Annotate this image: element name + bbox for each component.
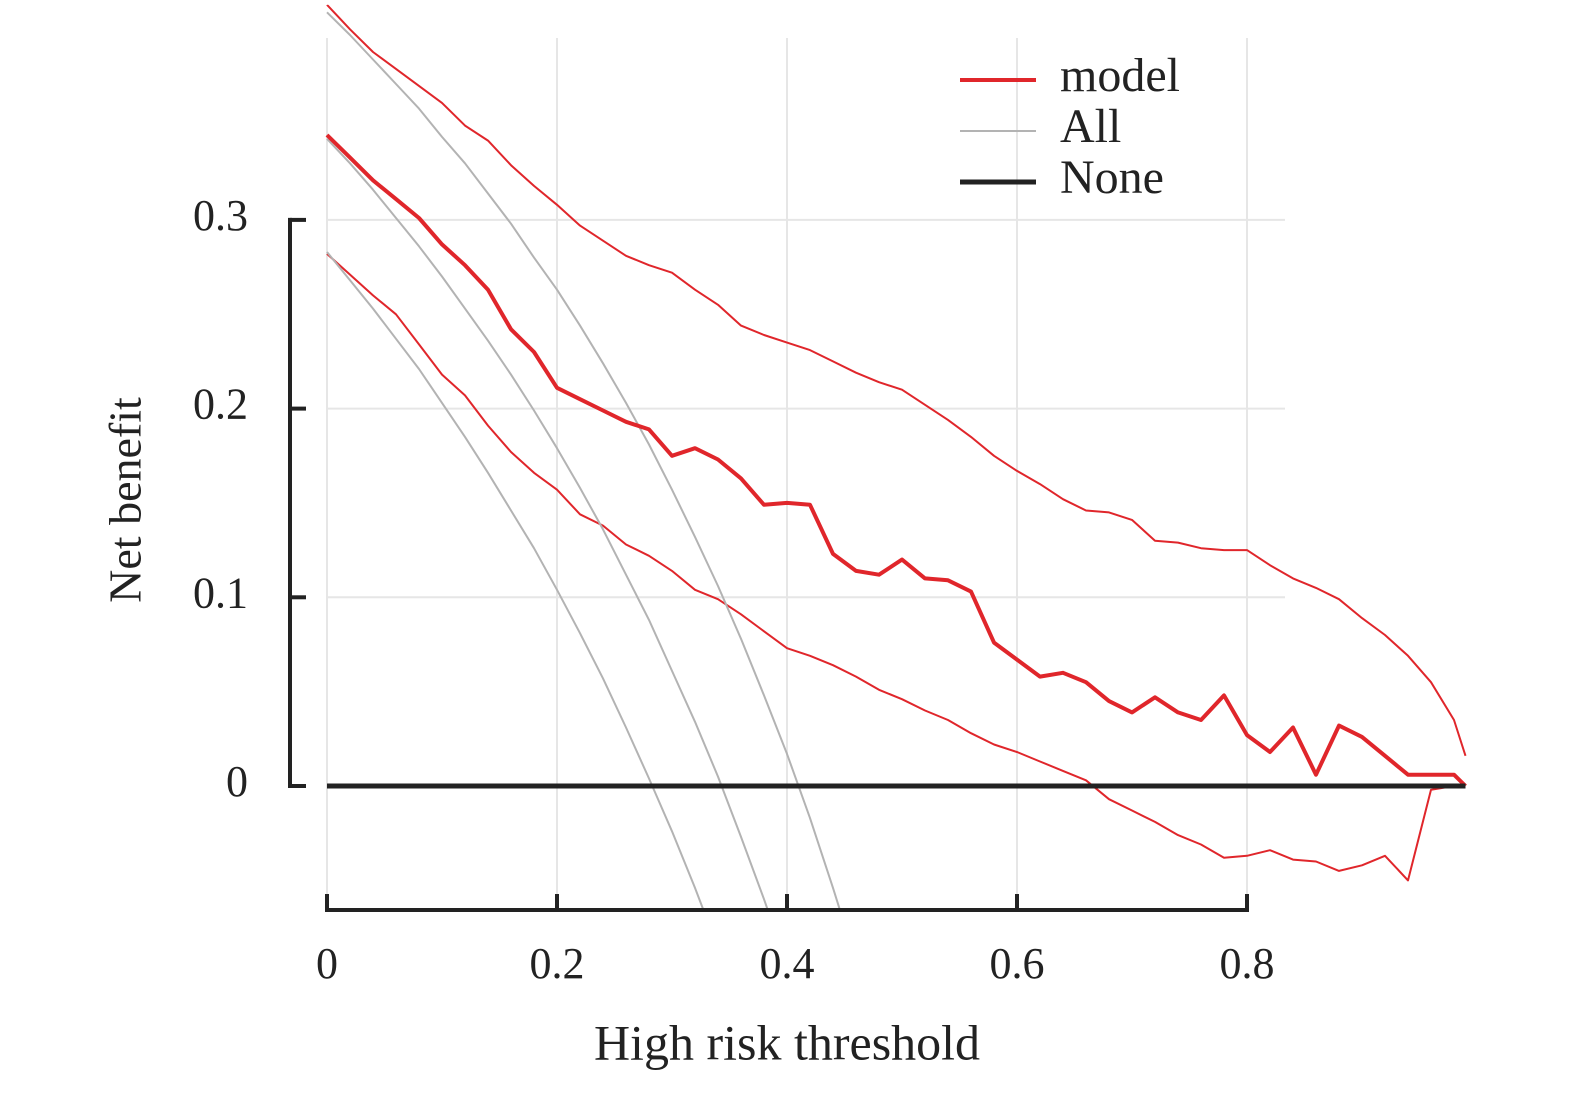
y-tick-label: 0	[226, 757, 248, 806]
x-tick-label: 0.6	[990, 939, 1045, 988]
lower-band-line	[326, 251, 705, 911]
legend-label: None	[1060, 151, 1164, 204]
y-tick-label: 0.2	[193, 380, 248, 429]
x-tick-label: 0.4	[760, 939, 815, 988]
axes: 0 0.1 0.2 0.3 0 0.2 0.4 0.6 0.8	[193, 191, 1275, 988]
x-tick-label: 0	[316, 939, 338, 988]
plot-area	[325, 4, 1467, 911]
x-axis-label: High risk threshold	[594, 1014, 980, 1070]
lower-band-line	[326, 253, 1466, 882]
upper-band-line	[326, 11, 842, 911]
x-tick-label: 0.2	[530, 939, 585, 988]
y-tick-label: 0.1	[193, 568, 248, 617]
upper-band-line	[326, 4, 1467, 757]
series-line	[326, 138, 770, 911]
legend-label: All	[1060, 100, 1121, 153]
legend-label: model	[1060, 49, 1180, 102]
series-line	[325, 133, 1467, 788]
y-tick-label: 0.3	[193, 191, 248, 240]
y-axis-label: Net benefit	[100, 397, 151, 603]
x-tick-label: 0.8	[1220, 939, 1275, 988]
